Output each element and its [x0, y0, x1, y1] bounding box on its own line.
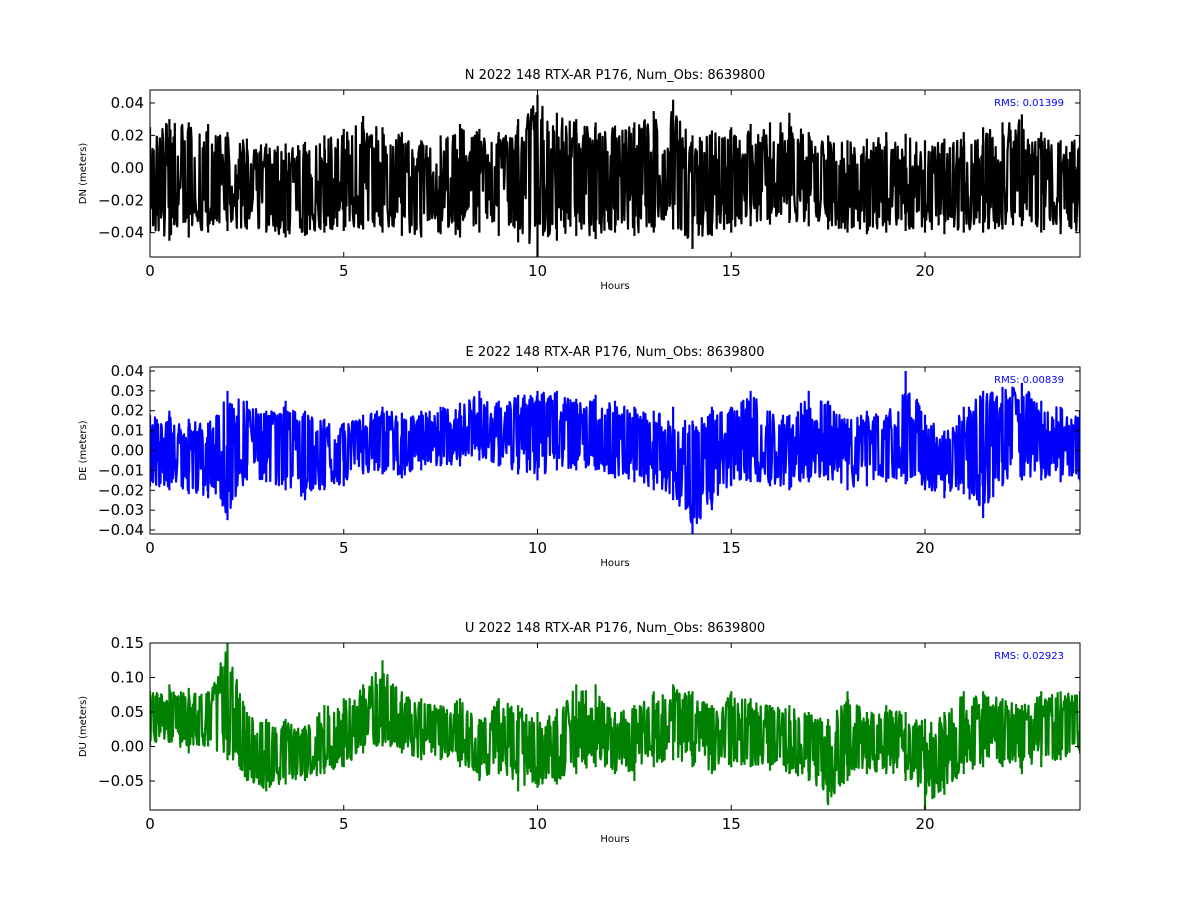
x-tick-label: 15 — [722, 815, 741, 833]
y-tick-label: −0.02 — [98, 191, 144, 209]
y-axis-label: DN (meters) — [78, 143, 89, 205]
x-tick-label: 0 — [145, 262, 155, 280]
x-tick-label: 5 — [339, 815, 349, 833]
y-tick-label: 0.04 — [111, 362, 144, 380]
axes-frame — [149, 642, 1081, 811]
rms-annotation: RMS: 0.01399 — [994, 98, 1064, 109]
x-tick-label: 15 — [722, 539, 741, 557]
y-tick-label: −0.04 — [98, 224, 144, 242]
y-tick-label: −0.01 — [98, 461, 144, 479]
y-tick-label: 0.03 — [111, 382, 144, 400]
x-tick-label: 5 — [339, 539, 349, 557]
x-tick-label: 0 — [145, 539, 155, 557]
x-tick-label: 10 — [528, 262, 547, 280]
rms-annotation: RMS: 0.02923 — [994, 651, 1064, 662]
x-tick-label: 0 — [145, 815, 155, 833]
x-tick-label: 20 — [915, 262, 934, 280]
x-tick-label: 20 — [915, 539, 934, 557]
y-tick-label: 0.00 — [111, 159, 144, 177]
x-tick-label: 10 — [528, 815, 547, 833]
y-tick-label: 0.00 — [111, 738, 144, 756]
y-tick-label: −0.03 — [98, 501, 144, 519]
y-tick-label: −0.02 — [98, 481, 144, 499]
chart-title: E 2022 148 RTX-AR P176, Num_Obs: 8639800 — [466, 345, 765, 360]
rms-annotation: RMS: 0.00839 — [994, 375, 1064, 386]
x-tick-label: 5 — [339, 262, 349, 280]
x-axis-label: Hours — [600, 558, 629, 569]
chart-panel-e: E 2022 148 RTX-AR P176, Num_Obs: 8639800… — [78, 345, 1081, 569]
chart-panel-n: N 2022 148 RTX-AR P176, Num_Obs: 8639800… — [78, 68, 1081, 292]
y-tick-label: 0.15 — [111, 634, 144, 652]
chart-title: N 2022 148 RTX-AR P176, Num_Obs: 8639800 — [465, 68, 765, 83]
data-series-line — [150, 370, 1080, 534]
y-tick-label: −0.05 — [98, 772, 144, 790]
y-tick-label: 0.00 — [111, 442, 144, 460]
x-tick-label: 10 — [528, 539, 547, 557]
axes-frame — [149, 89, 1081, 258]
y-tick-label: 0.02 — [111, 402, 144, 420]
y-tick-label: 0.01 — [111, 422, 144, 440]
x-tick-label: 15 — [722, 262, 741, 280]
x-tick-label: 20 — [915, 815, 934, 833]
chart-panel-u: U 2022 148 RTX-AR P176, Num_Obs: 8639800… — [78, 621, 1081, 845]
y-tick-label: 0.10 — [111, 669, 144, 687]
x-axis-label: Hours — [600, 281, 629, 292]
y-tick-label: 0.04 — [111, 94, 144, 112]
y-tick-label: 0.02 — [111, 126, 144, 144]
chart-title: U 2022 148 RTX-AR P176, Num_Obs: 8639800 — [465, 621, 765, 636]
x-axis-label: Hours — [600, 834, 629, 845]
data-series-line — [150, 94, 1080, 257]
y-tick-label: 0.05 — [111, 703, 144, 721]
data-series-line — [150, 643, 1080, 810]
y-axis-label: DU (meters) — [78, 696, 89, 757]
y-tick-label: −0.04 — [98, 521, 144, 539]
y-axis-label: DE (meters) — [78, 420, 89, 480]
